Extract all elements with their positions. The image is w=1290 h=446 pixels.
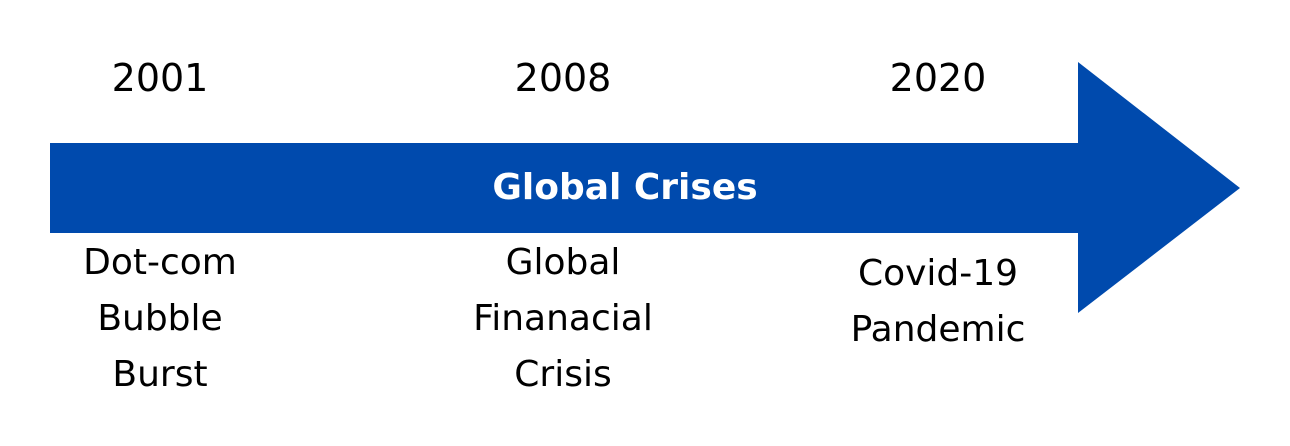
milestone-event-2001: Dot-com Bubble Burst (30, 235, 290, 403)
event-line: Global (505, 242, 621, 283)
milestone-year-2020: 2020 (889, 56, 987, 100)
event-line: Covid-19 (857, 253, 1019, 294)
milestone-year-2008: 2008 (514, 56, 612, 100)
arrow-shape (50, 62, 1240, 313)
diagram-title: Global Crises (492, 167, 758, 208)
event-line: Finanacial (473, 298, 653, 339)
event-line: Burst (112, 354, 208, 395)
milestone-event-2008: Global Finanacial Crisis (433, 235, 693, 403)
event-line: Pandemic (850, 309, 1026, 350)
milestone-year-2001: 2001 (111, 56, 209, 100)
event-line: Bubble (97, 298, 223, 339)
event-line: Crisis (514, 354, 612, 395)
milestone-event-2020: Covid-19 Pandemic (808, 246, 1068, 358)
event-line: Dot-com (83, 242, 237, 283)
